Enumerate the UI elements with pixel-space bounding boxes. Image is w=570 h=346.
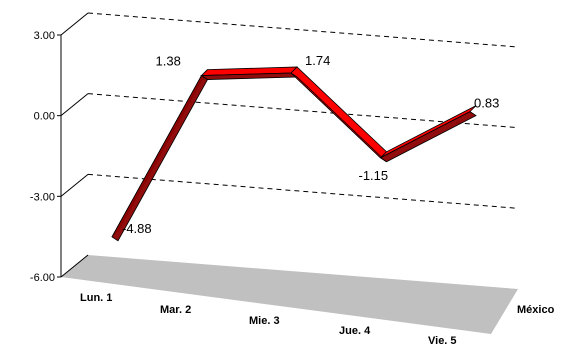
y-tick-label: -3.00	[30, 191, 55, 203]
category-label: Lun. 1	[80, 292, 112, 304]
series-ribbon	[111, 66, 477, 242]
ribbon-segment-face	[111, 75, 209, 242]
data-label: 1.38	[156, 54, 181, 69]
data-labels: -4.88 1.38 1.74 -1.15 0.83	[122, 53, 499, 236]
gridline-side	[60, 93, 89, 117]
gridline-side	[60, 12, 89, 36]
y-tick-label: 3.00	[34, 30, 55, 42]
category-label: Mar. 2	[160, 304, 191, 316]
series-name-label: México	[517, 304, 555, 316]
y-tick-label: -6.00	[30, 272, 55, 284]
data-label: -4.88	[122, 221, 152, 236]
ribbon-segment-top	[290, 66, 388, 159]
category-labels: Lun. 1 Mar. 2 Mie. 3 Jue. 4 Vie. 5	[80, 292, 457, 346]
y-axis: 3.00 0.00 -3.00 -6.00	[30, 30, 62, 284]
data-label: 1.74	[305, 53, 330, 68]
category-label: Mie. 3	[249, 315, 280, 327]
chart-floor	[60, 254, 518, 334]
ribbon-segment-face	[379, 111, 477, 163]
gridline	[87, 12, 519, 48]
ribbon-segment-face	[290, 72, 387, 163]
floor-plane	[61, 255, 518, 334]
category-label: Jue. 4	[339, 325, 371, 337]
data-label: 0.83	[474, 96, 499, 111]
gridlines	[60, 12, 519, 209]
gridline-side	[60, 173, 89, 197]
y-tick-label: 0.00	[34, 111, 55, 123]
floor-edge	[60, 254, 89, 278]
category-label: Vie. 5	[428, 335, 457, 346]
data-label: -1.15	[359, 168, 389, 183]
